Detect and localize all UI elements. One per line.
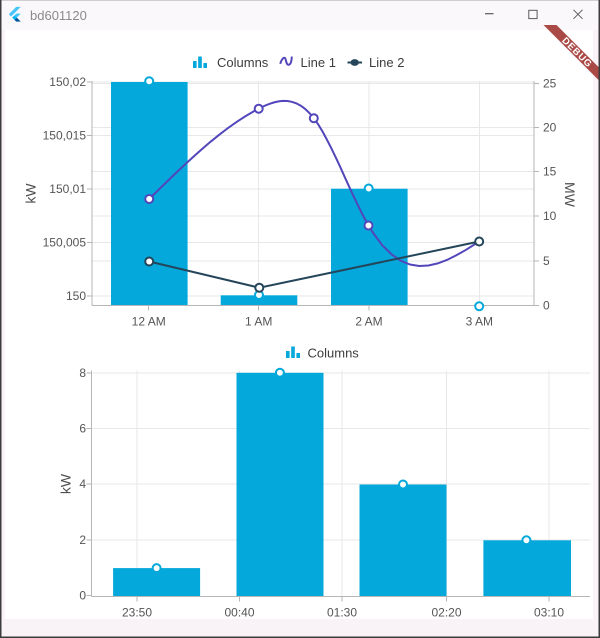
svg-text:150,005: 150,005 [43, 236, 87, 250]
svg-text:150,01: 150,01 [49, 182, 86, 196]
svg-text:15: 15 [543, 165, 557, 179]
svg-text:150,015: 150,015 [43, 129, 87, 143]
svg-text:02:20: 02:20 [431, 606, 461, 620]
svg-text:kW: kW [22, 183, 38, 204]
svg-text:bd601120: bd601120 [30, 8, 87, 23]
svg-text:01:30: 01:30 [327, 606, 357, 620]
svg-text:4: 4 [79, 477, 86, 491]
svg-text:kW: kW [57, 473, 73, 494]
svg-text:03:10: 03:10 [534, 606, 564, 620]
svg-text:1 AM: 1 AM [245, 315, 272, 329]
svg-text:Line 1: Line 1 [301, 55, 336, 70]
svg-text:12 AM: 12 AM [132, 315, 166, 329]
svg-text:Line 2: Line 2 [369, 55, 404, 70]
svg-text:2 AM: 2 AM [355, 315, 382, 329]
svg-text:150: 150 [66, 289, 86, 303]
svg-text:23:50: 23:50 [122, 606, 152, 620]
svg-text:0: 0 [543, 299, 550, 313]
svg-text:2: 2 [79, 533, 86, 547]
svg-text:25: 25 [543, 77, 557, 91]
svg-text:Columns: Columns [217, 55, 269, 70]
svg-text:6: 6 [79, 422, 86, 436]
svg-text:00:40: 00:40 [224, 606, 254, 620]
svg-text:20: 20 [543, 121, 557, 135]
svg-text:8: 8 [79, 366, 86, 380]
svg-text:MW: MW [562, 182, 578, 208]
svg-text:Columns: Columns [308, 346, 360, 361]
svg-text:5: 5 [543, 254, 550, 268]
svg-text:0: 0 [79, 589, 86, 603]
svg-text:150,02: 150,02 [49, 75, 86, 89]
svg-text:10: 10 [543, 209, 557, 223]
svg-text:3 AM: 3 AM [466, 315, 493, 329]
